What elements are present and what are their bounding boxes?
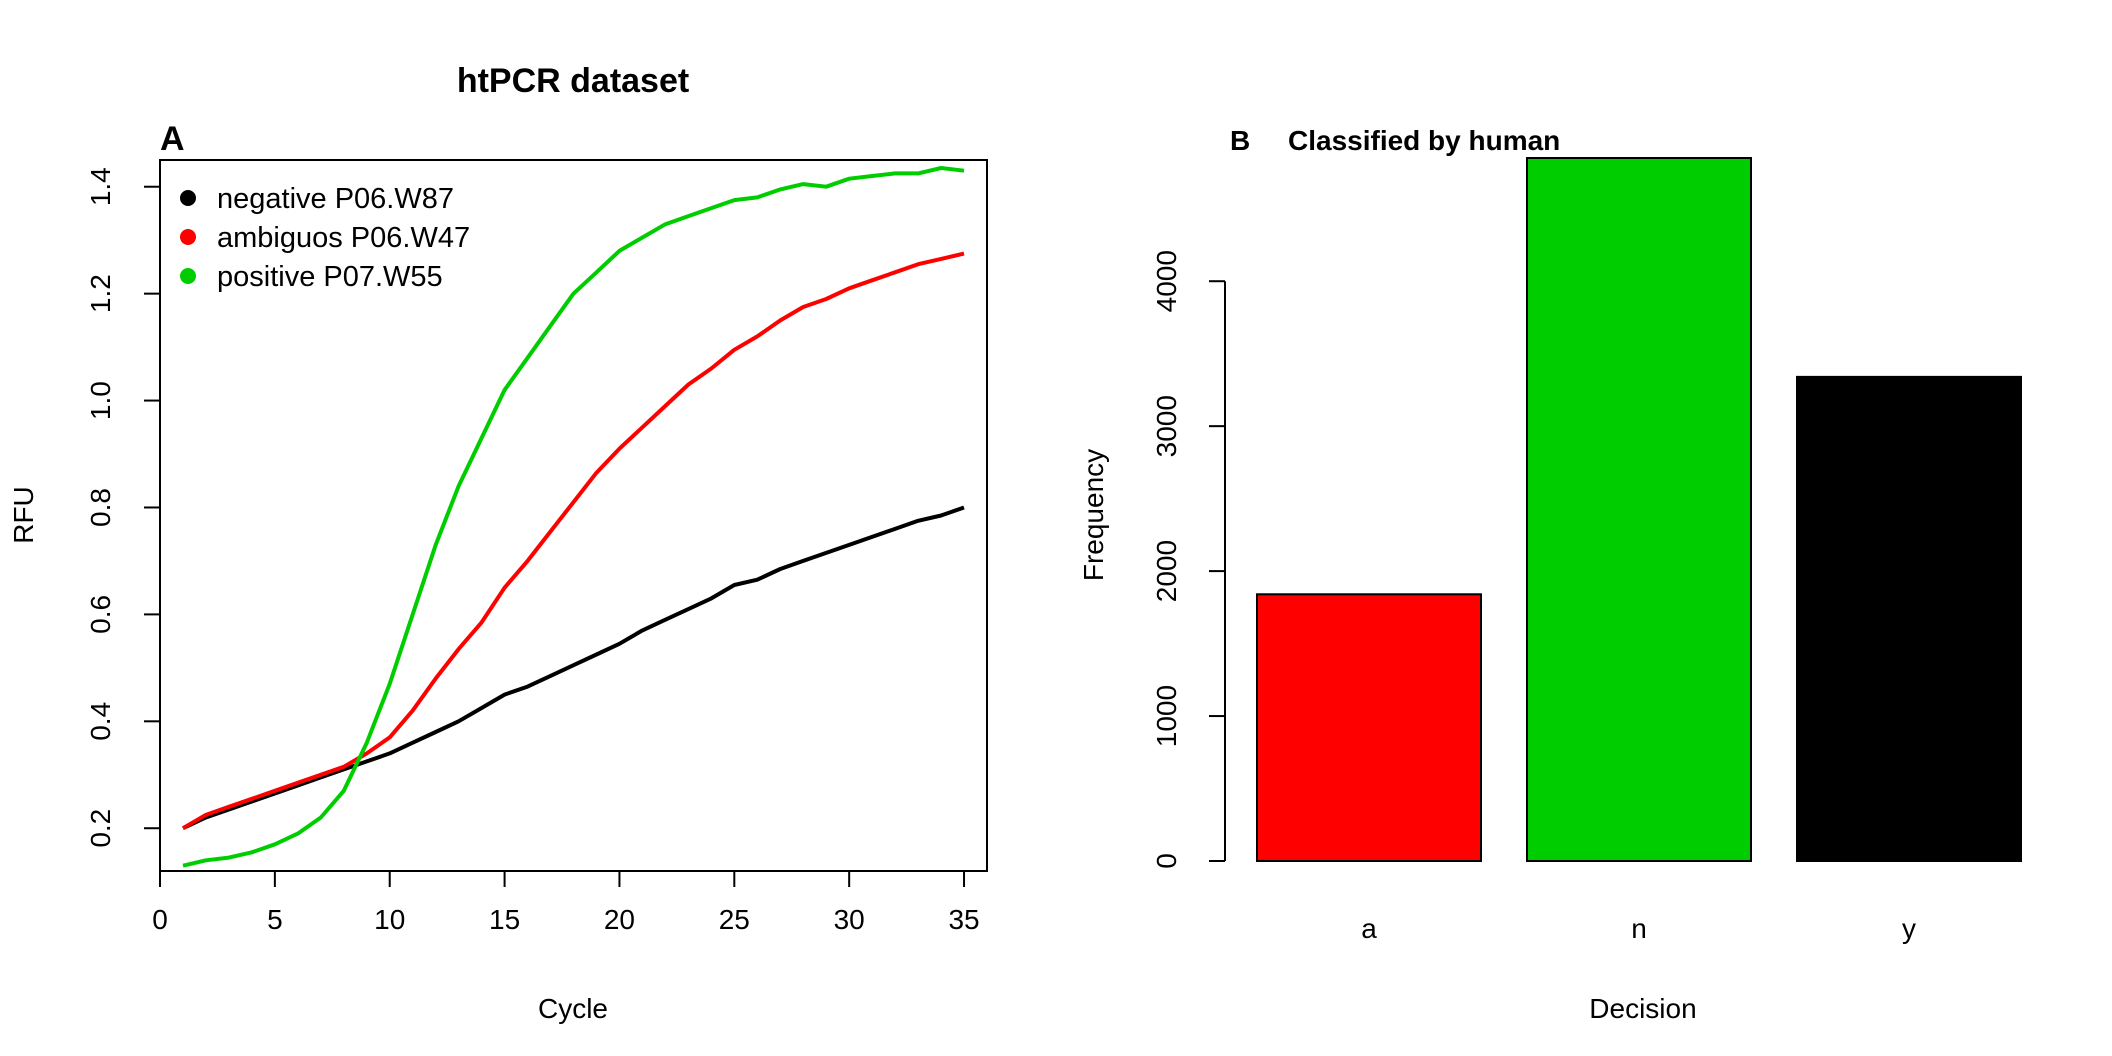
- y-tick-label-b: 1000: [1151, 685, 1182, 747]
- x-category-label-b: a: [1361, 913, 1377, 944]
- y-tick-label-a: 0.6: [85, 595, 116, 634]
- y-tick-label-a: 0.4: [85, 702, 116, 741]
- x-tick-label-a: 25: [719, 904, 750, 935]
- y-axis-a: 0.2 0.4 0.6 0.8 1.0 1.2 1.4: [85, 167, 161, 848]
- x-axis-label-a: Cycle: [538, 993, 608, 1024]
- x-tick-label-a: 30: [834, 904, 865, 935]
- legend-marker-3: [180, 268, 196, 284]
- y-axis-label-a: RFU: [8, 486, 39, 544]
- bar-y: [1796, 375, 2022, 862]
- y-axis-label-b: Frequency: [1078, 449, 1109, 581]
- x-category-label-b: n: [1631, 913, 1647, 944]
- bar-chart-panel-b: B Classified by human 01000200030004000 …: [1078, 125, 2022, 1024]
- panel-b-label: B: [1230, 125, 1250, 156]
- y-tick-label-b: 4000: [1151, 250, 1182, 312]
- x-axis-a: 0 5 10 15 20 25 30 35: [152, 870, 980, 935]
- y-tick-label-a: 1.4: [85, 167, 116, 206]
- x-tick-label-a: 5: [267, 904, 283, 935]
- line-chart-panel-a: A 0 5 10 15 20 25 30 35 0.2 0.4 0.6 0.8 1.0 1.2 1.4 C…: [8, 120, 988, 1024]
- panel-b-title: Classified by human: [1288, 125, 1560, 156]
- series-line-1: [182, 505, 965, 831]
- series-line-3: [182, 166, 965, 868]
- y-tick-label-a: 1.2: [85, 274, 116, 313]
- y-tick-label-a: 1.0: [85, 381, 116, 420]
- y-tick-label-a: 0.2: [85, 809, 116, 848]
- bar-group: [1256, 157, 2022, 863]
- legend-a: negative P06.W87 ambiguos P06.W47 positive…: [180, 183, 470, 293]
- bar-a: [1256, 593, 1482, 863]
- series-line-2: [181, 251, 965, 830]
- x-tick-label-a: 20: [604, 904, 635, 935]
- x-tick-label-a: 0: [152, 904, 168, 935]
- y-tick-label-b: 0: [1151, 853, 1182, 869]
- panel-a-label: A: [160, 120, 185, 158]
- legend-marker-1: [180, 190, 196, 206]
- y-tick-label-b: 2000: [1151, 540, 1182, 602]
- y-tick-label-a: 0.8: [85, 488, 116, 527]
- legend-label-2: ambiguos P06.W47: [217, 222, 470, 254]
- legend-marker-2: [180, 229, 196, 245]
- x-category-label-b: y: [1902, 913, 1916, 944]
- legend-label-3: positive P07.W55: [217, 261, 443, 293]
- x-tick-label-a: 35: [948, 904, 979, 935]
- x-axis-label-b: Decision: [1589, 993, 1696, 1024]
- legend-label-1: negative P06.W87: [217, 183, 454, 215]
- bar-n: [1526, 157, 1752, 862]
- x-tick-label-a: 15: [489, 904, 520, 935]
- figure-title: htPCR dataset: [457, 62, 689, 100]
- line-series-group: [181, 166, 965, 868]
- y-axis-b: 0 1000 2000 3000 4000: [1151, 250, 1226, 869]
- x-tick-label-a: 10: [374, 904, 405, 935]
- y-tick-label-b: 3000: [1151, 395, 1182, 457]
